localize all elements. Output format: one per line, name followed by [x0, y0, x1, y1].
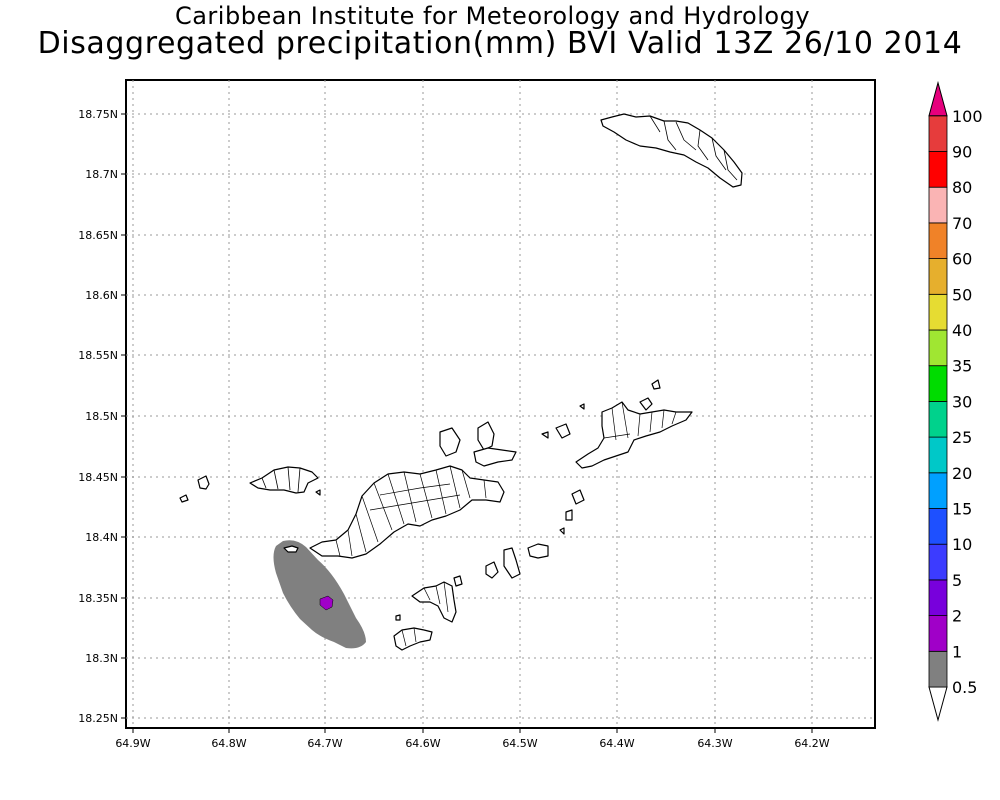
- precip-area-grey: [273, 540, 366, 649]
- colorbar-box: [928, 508, 948, 545]
- product-title: Disaggregated precipitation(mm) BVI Vali…: [37, 26, 963, 61]
- colorbar-level-label: 20: [952, 464, 972, 483]
- lon-tick-label: 64.3W: [697, 737, 732, 750]
- lat-tick-label: 18.35N: [78, 592, 118, 605]
- colorbar-box: [928, 650, 948, 688]
- island-anegada: [600, 113, 743, 188]
- colorbar-box: [928, 472, 948, 509]
- colorbar-level-label: 5: [952, 571, 962, 590]
- lat-tick-label: 18.7N: [85, 168, 118, 181]
- lat-tick-label: 18.5N: [85, 410, 118, 423]
- colorbar-under-triangle: [928, 686, 948, 722]
- colorbar-box: [928, 543, 948, 581]
- lon-tick-label: 64.4W: [599, 737, 634, 750]
- precip-area-purple: [319, 595, 334, 611]
- colorbar: [928, 80, 948, 722]
- colorbar-level-label: 100: [952, 107, 983, 126]
- colorbar-box: [928, 579, 948, 617]
- lat-tick-label: 18.45N: [78, 471, 118, 484]
- colorbar-level-label: 1: [952, 642, 962, 661]
- colorbar-level-label: 40: [952, 321, 972, 340]
- lat-tick-label: 18.55N: [78, 349, 118, 362]
- colorbar-level-label: 0.5: [952, 678, 977, 697]
- colorbar-level-label: 10: [952, 535, 972, 554]
- lon-tick-label: 64.5W: [502, 737, 537, 750]
- map-frame: [125, 79, 876, 729]
- lon-tick-label: 64.7W: [307, 737, 342, 750]
- islands: [179, 113, 743, 651]
- island-jost-van-dyke: [249, 466, 319, 494]
- colorbar-box: [928, 222, 948, 259]
- colorbar-box: [928, 400, 948, 438]
- institute-title: Caribbean Institute for Meteorology and …: [174, 2, 811, 30]
- colorbar-level-label: 60: [952, 250, 972, 269]
- lat-tick-label: 18.75N: [78, 108, 118, 121]
- lon-tick-label: 64.9W: [115, 737, 150, 750]
- island-norman: [393, 627, 433, 651]
- colorbar-level-label: 50: [952, 285, 972, 304]
- lat-tick-label: 18.25N: [78, 712, 118, 725]
- colorbar-box: [928, 615, 948, 652]
- colorbar-box: [928, 365, 948, 402]
- colorbar-level-label: 25: [952, 428, 972, 447]
- lat-tick-label: 18.4N: [85, 531, 118, 544]
- lat-tick-label: 18.3N: [85, 652, 118, 665]
- colorbar-box: [928, 115, 948, 152]
- colorbar-box: [928, 151, 948, 188]
- colorbar-level-label: 80: [952, 178, 972, 197]
- lon-tick-label: 64.6W: [405, 737, 440, 750]
- colorbar-level-label: 35: [952, 357, 972, 376]
- colorbar-level-label: 90: [952, 143, 972, 162]
- lon-tick-label: 64.8W: [211, 737, 246, 750]
- lat-tick-label: 18.65N: [78, 229, 118, 242]
- colorbar-box: [928, 186, 948, 224]
- colorbar-over-triangle: [928, 80, 948, 117]
- colorbar-box: [928, 293, 948, 331]
- lon-tick-label: 64.2W: [794, 737, 829, 750]
- colorbar-level-label: 30: [952, 392, 972, 411]
- colorbar-level-label: 2: [952, 607, 962, 626]
- axis-tick-labels: 18.75N 18.7N 18.65N 18.6N 18.55N 18.5N 18.45N 1…: [78, 108, 830, 750]
- colorbar-box: [928, 329, 948, 367]
- colorbar-level-label: 15: [952, 500, 972, 519]
- lat-tick-label: 18.6N: [85, 289, 118, 302]
- colorbar-box: [928, 436, 948, 474]
- colorbar-level-label: 70: [952, 214, 972, 233]
- colorbar-box: [928, 258, 948, 295]
